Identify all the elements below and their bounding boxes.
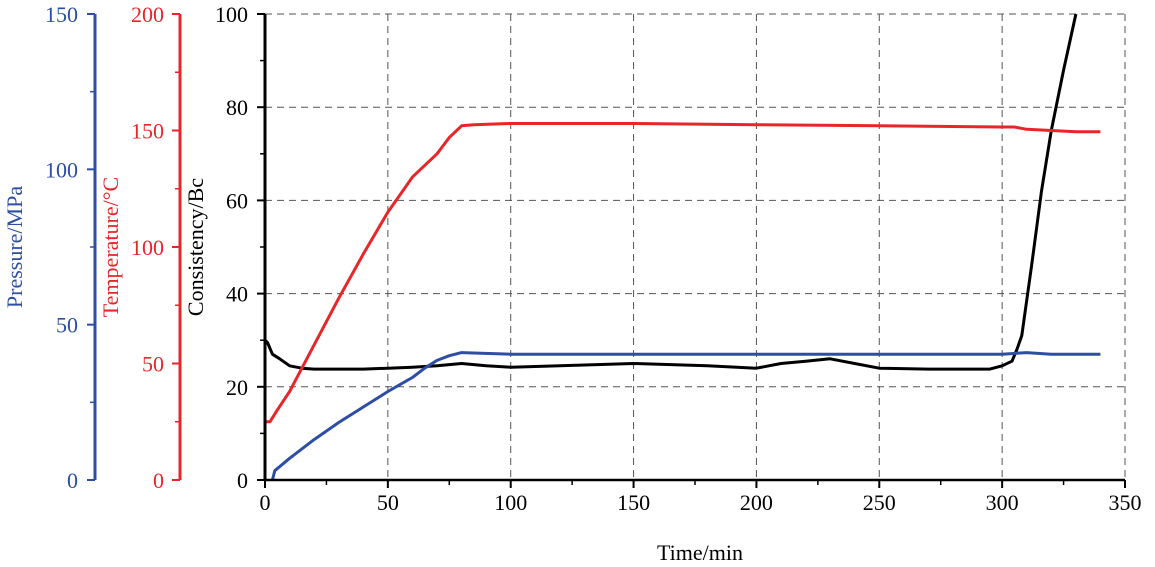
series-line-consistency: [263, 13, 1078, 371]
consistency-tick-label: 80: [226, 95, 248, 120]
consistency-tick-label: 60: [226, 188, 248, 213]
temperature-axis-title: Temperature/°C: [98, 177, 123, 317]
grid: [265, 13, 1126, 480]
series-line-pressure: [270, 351, 1101, 481]
x-tick-label: 300: [986, 490, 1019, 515]
consistency-axis-title: Consistency/Bc: [183, 178, 208, 316]
consistency-tick-label: 20: [226, 375, 248, 400]
series-layer: [263, 13, 1101, 481]
pressure-tick-label: 100: [45, 157, 78, 182]
x-tick-label: 350: [1109, 490, 1142, 515]
x-tick-label: 150: [617, 490, 650, 515]
consistency-tick-label: 100: [215, 2, 248, 27]
temperature-tick-label: 150: [131, 119, 164, 144]
x-axis-title: Time/min: [657, 540, 743, 565]
x-tick-label: 0: [260, 490, 271, 515]
x-tick-label: 50: [377, 490, 399, 515]
x-tick-label: 100: [494, 490, 527, 515]
pressure-tick-label: 150: [45, 2, 78, 27]
series-line-temperature: [265, 122, 1101, 424]
temperature-tick-label: 0: [153, 468, 164, 493]
x-tick-label: 200: [740, 490, 773, 515]
consistency-tick-label: 0: [237, 468, 248, 493]
consistency-tick-label: 40: [226, 282, 248, 307]
pressure-tick-label: 50: [56, 313, 78, 338]
temperature-tick-label: 50: [142, 352, 164, 377]
axes-layer: 0 50 100 150 200 250 300 350 0 20 40 60 80 100 Consist…: [2, 2, 1142, 515]
temperature-tick-label: 100: [131, 235, 164, 260]
pressure-tick-label: 0: [67, 468, 78, 493]
temperature-tick-label: 200: [131, 2, 164, 27]
x-tick-label: 250: [863, 490, 896, 515]
pressure-axis-title: Pressure/MPa: [2, 186, 27, 308]
